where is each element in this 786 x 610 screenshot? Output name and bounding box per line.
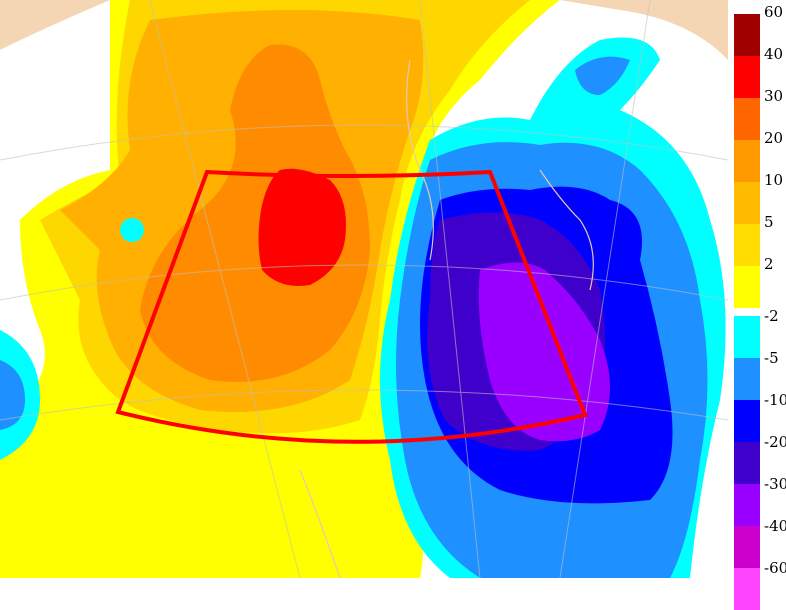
legend-label-5: 5 bbox=[764, 213, 774, 231]
anomaly-minus-2-small bbox=[120, 218, 144, 242]
anomaly-plus-40 bbox=[258, 168, 346, 286]
graticule-line bbox=[0, 389, 728, 421]
anomaly-plus-20 bbox=[140, 44, 370, 382]
land-top-right bbox=[560, 0, 728, 60]
legend-swatch-20 bbox=[734, 140, 760, 182]
map-canvas bbox=[0, 0, 728, 578]
legend-label-30: 30 bbox=[764, 87, 784, 105]
coastline bbox=[539, 169, 594, 291]
legend-label--10: -10 bbox=[764, 391, 786, 409]
legend-swatch-2 bbox=[734, 266, 760, 308]
graticule-line bbox=[149, 0, 301, 578]
legend-label-60: 60 bbox=[764, 3, 784, 21]
legend-swatch-30 bbox=[734, 98, 760, 140]
coastline bbox=[299, 469, 341, 578]
coastline bbox=[406, 59, 434, 261]
legend-label--20: -20 bbox=[764, 433, 786, 451]
anomaly-map bbox=[0, 0, 728, 578]
graticule-line bbox=[419, 0, 481, 578]
graticule-line bbox=[559, 0, 651, 578]
graticule-line bbox=[0, 124, 728, 161]
legend-label--5: -5 bbox=[764, 349, 779, 367]
legend-swatch-10 bbox=[734, 182, 760, 224]
graticule bbox=[0, 0, 728, 578]
legend-label--2: -2 bbox=[764, 307, 779, 325]
legend-swatch--20 bbox=[734, 442, 760, 484]
land-top-left bbox=[0, 0, 110, 50]
legend-swatch--30 bbox=[734, 484, 760, 526]
color-legend: 60 40 30 20 10 5 2 -2 -5 -10 -20 -30 -40 -60 bbox=[734, 4, 786, 610]
legend-swatch--2 bbox=[734, 316, 760, 358]
highlight-region-outline bbox=[115, 169, 588, 444]
legend-label--40: -40 bbox=[764, 517, 786, 535]
legend-label-20: 20 bbox=[764, 129, 784, 147]
anomaly-minus-5-left bbox=[0, 360, 25, 430]
legend-swatch--10 bbox=[734, 400, 760, 442]
anomaly-minus-5-small bbox=[575, 56, 630, 95]
legend-label--30: -30 bbox=[764, 475, 786, 493]
legend-label-2: 2 bbox=[764, 255, 774, 273]
legend-label-10: 10 bbox=[764, 171, 784, 189]
legend-swatch--60 bbox=[734, 568, 760, 610]
graticule-line bbox=[0, 264, 728, 301]
coastlines bbox=[299, 59, 594, 578]
legend-swatch-5 bbox=[734, 224, 760, 266]
legend-label--60: -60 bbox=[764, 559, 786, 577]
legend-swatch--5 bbox=[734, 358, 760, 400]
legend-swatch-40 bbox=[734, 56, 760, 98]
legend-swatch-60 bbox=[734, 14, 760, 56]
legend-swatch--40 bbox=[734, 526, 760, 568]
legend-label-40: 40 bbox=[764, 45, 784, 63]
